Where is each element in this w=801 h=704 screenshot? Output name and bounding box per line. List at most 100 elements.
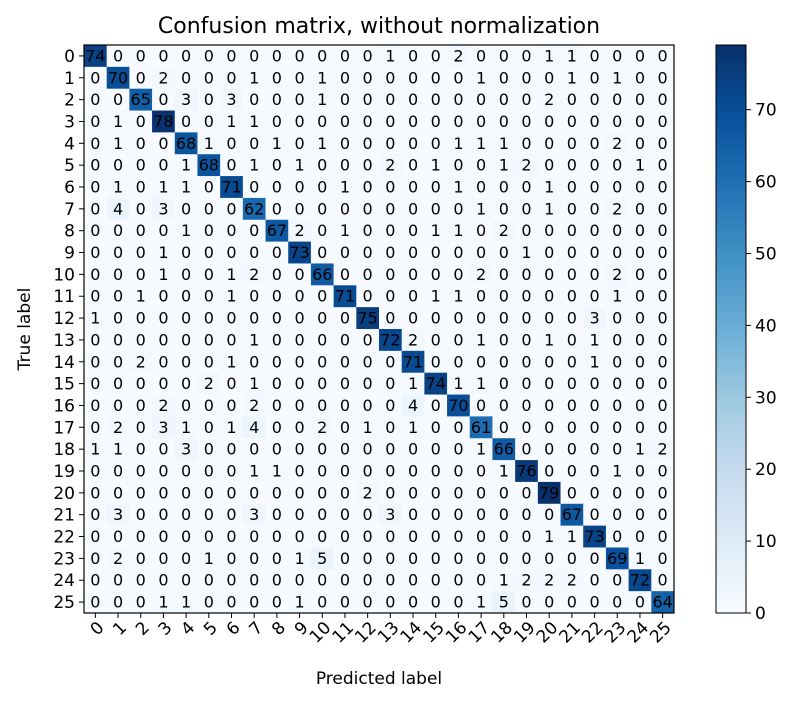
- x-tick-label-8: 8: [268, 618, 290, 640]
- cell-value-r4-c22: 0: [589, 134, 599, 153]
- cell-r11-c4: [174, 285, 198, 308]
- cell-value-r8-c11: 1: [340, 221, 350, 240]
- cell-r25-c18: [492, 591, 516, 614]
- cell-r12-c4: [174, 307, 198, 330]
- cell-value-r15-c22: 0: [589, 374, 599, 393]
- cell-r23-c3: [152, 547, 176, 570]
- cell-r8-c6: [220, 219, 244, 243]
- cell-value-r1-c20: 0: [544, 68, 554, 87]
- cell-r7-c8: [265, 197, 289, 221]
- cell-r9-c0: [84, 241, 108, 264]
- cell-value-r18-c22: 0: [589, 440, 599, 459]
- cell-value-r6-c0: 0: [90, 178, 100, 197]
- cell-value-r9-c7: 0: [249, 243, 259, 262]
- cell-value-r22-c13: 0: [385, 527, 395, 546]
- cell-value-r25-c12: 0: [363, 593, 373, 612]
- cell-value-r24-c2: 0: [136, 571, 146, 590]
- y-tick-label-1: 1: [64, 69, 75, 89]
- cell-r14-c10: [310, 350, 335, 374]
- cell-r22-c17: [469, 525, 493, 548]
- cell-r18-c0: [84, 438, 108, 461]
- cell-value-r25-c15: 0: [431, 593, 441, 612]
- cell-value-r7-c17: 1: [476, 199, 486, 218]
- cell-r11-c11: [333, 285, 357, 308]
- cell-r1-c23: [605, 66, 630, 90]
- cell-value-r7-c10: 0: [317, 199, 327, 218]
- cell-value-r5-c11: 0: [340, 156, 350, 175]
- cell-value-r20-c3: 0: [158, 483, 168, 502]
- cell-r9-c9: [288, 241, 312, 264]
- cell-r6-c20: [537, 176, 561, 199]
- cell-r18-c2: [129, 438, 153, 461]
- cell-value-r25-c25: 64: [652, 593, 672, 612]
- cell-value-r1-c2: 0: [136, 68, 146, 87]
- cell-r25-c14: [401, 591, 425, 614]
- cell-r23-c2: [129, 547, 153, 570]
- cell-r25-c9: [288, 591, 312, 614]
- cell-r16-c14: [401, 394, 425, 417]
- cell-r4-c7: [242, 132, 266, 155]
- cell-r7-c12: [356, 197, 380, 221]
- cell-value-r5-c1: 0: [113, 156, 123, 175]
- cell-value-r17-c8: 0: [272, 418, 282, 437]
- cell-value-r3-c13: 0: [385, 112, 395, 131]
- cell-r20-c0: [84, 481, 108, 505]
- cell-r13-c7: [242, 329, 266, 352]
- cell-r23-c17: [469, 547, 493, 570]
- cell-value-r3-c2: 0: [136, 112, 146, 131]
- cell-value-r4-c11: 0: [340, 134, 350, 153]
- cell-r1-c1: [106, 66, 130, 90]
- cell-value-r5-c18: 1: [499, 156, 509, 175]
- cell-r15-c6: [220, 372, 244, 395]
- cell-r8-c4: [174, 219, 198, 243]
- cell-r7-c17: [469, 197, 493, 221]
- cell-r13-c18: [492, 329, 516, 352]
- cell-value-r25-c5: 0: [204, 593, 214, 612]
- cell-r19-c14: [401, 460, 425, 483]
- cell-r22-c10: [310, 525, 335, 548]
- cell-value-r7-c24: 0: [635, 199, 645, 218]
- cell-r18-c13: [379, 438, 403, 461]
- cell-r10-c2: [129, 263, 153, 286]
- cell-r13-c21: [560, 329, 584, 352]
- cell-value-r14-c1: 0: [113, 352, 123, 371]
- cell-value-r25-c4: 1: [181, 593, 191, 612]
- cell-value-r16-c18: 0: [499, 396, 509, 415]
- cell-value-r22-c14: 0: [408, 527, 418, 546]
- cell-value-r14-c20: 0: [544, 352, 554, 371]
- cell-value-r16-c20: 0: [544, 396, 554, 415]
- cell-value-r5-c8: 0: [272, 156, 282, 175]
- cell-value-r23-c24: 1: [635, 549, 645, 568]
- cell-r16-c2: [129, 394, 153, 417]
- cell-value-r9-c15: 0: [431, 243, 441, 262]
- cell-value-r9-c18: 0: [499, 243, 509, 262]
- cell-value-r4-c7: 0: [249, 134, 259, 153]
- cell-value-r24-c24: 72: [630, 571, 650, 590]
- cell-r6-c0: [84, 176, 108, 199]
- cell-r22-c13: [379, 525, 403, 548]
- cell-value-r13-c0: 0: [90, 330, 100, 349]
- cell-value-r5-c7: 1: [249, 156, 259, 175]
- cell-value-r2-c2: 65: [131, 90, 151, 109]
- cell-value-r9-c16: 0: [453, 243, 463, 262]
- cell-value-r22-c19: 0: [521, 527, 531, 546]
- y-tick-label-14: 14: [53, 353, 75, 373]
- cell-r9-c3: [152, 241, 176, 264]
- cell-r7-c6: [220, 197, 244, 221]
- cell-r3-c25: [651, 110, 675, 133]
- cell-value-r0-c1: 0: [113, 46, 123, 65]
- cell-value-r3-c7: 1: [249, 112, 259, 131]
- cell-value-r12-c0: 1: [90, 309, 100, 328]
- cell-value-r6-c12: 0: [363, 178, 373, 197]
- cell-value-r4-c20: 0: [544, 134, 554, 153]
- cell-value-r18-c23: 0: [612, 440, 622, 459]
- cell-value-r8-c1: 0: [113, 221, 123, 240]
- cell-value-r8-c3: 0: [158, 221, 168, 240]
- cell-r16-c3: [152, 394, 176, 417]
- cell-r19-c24: [628, 460, 652, 483]
- cell-value-r9-c3: 1: [158, 243, 168, 262]
- cell-value-r14-c12: 0: [363, 352, 373, 371]
- cell-value-r0-c0: 74: [85, 46, 105, 65]
- cell-value-r19-c15: 0: [431, 462, 441, 481]
- cell-value-r18-c10: 0: [317, 440, 327, 459]
